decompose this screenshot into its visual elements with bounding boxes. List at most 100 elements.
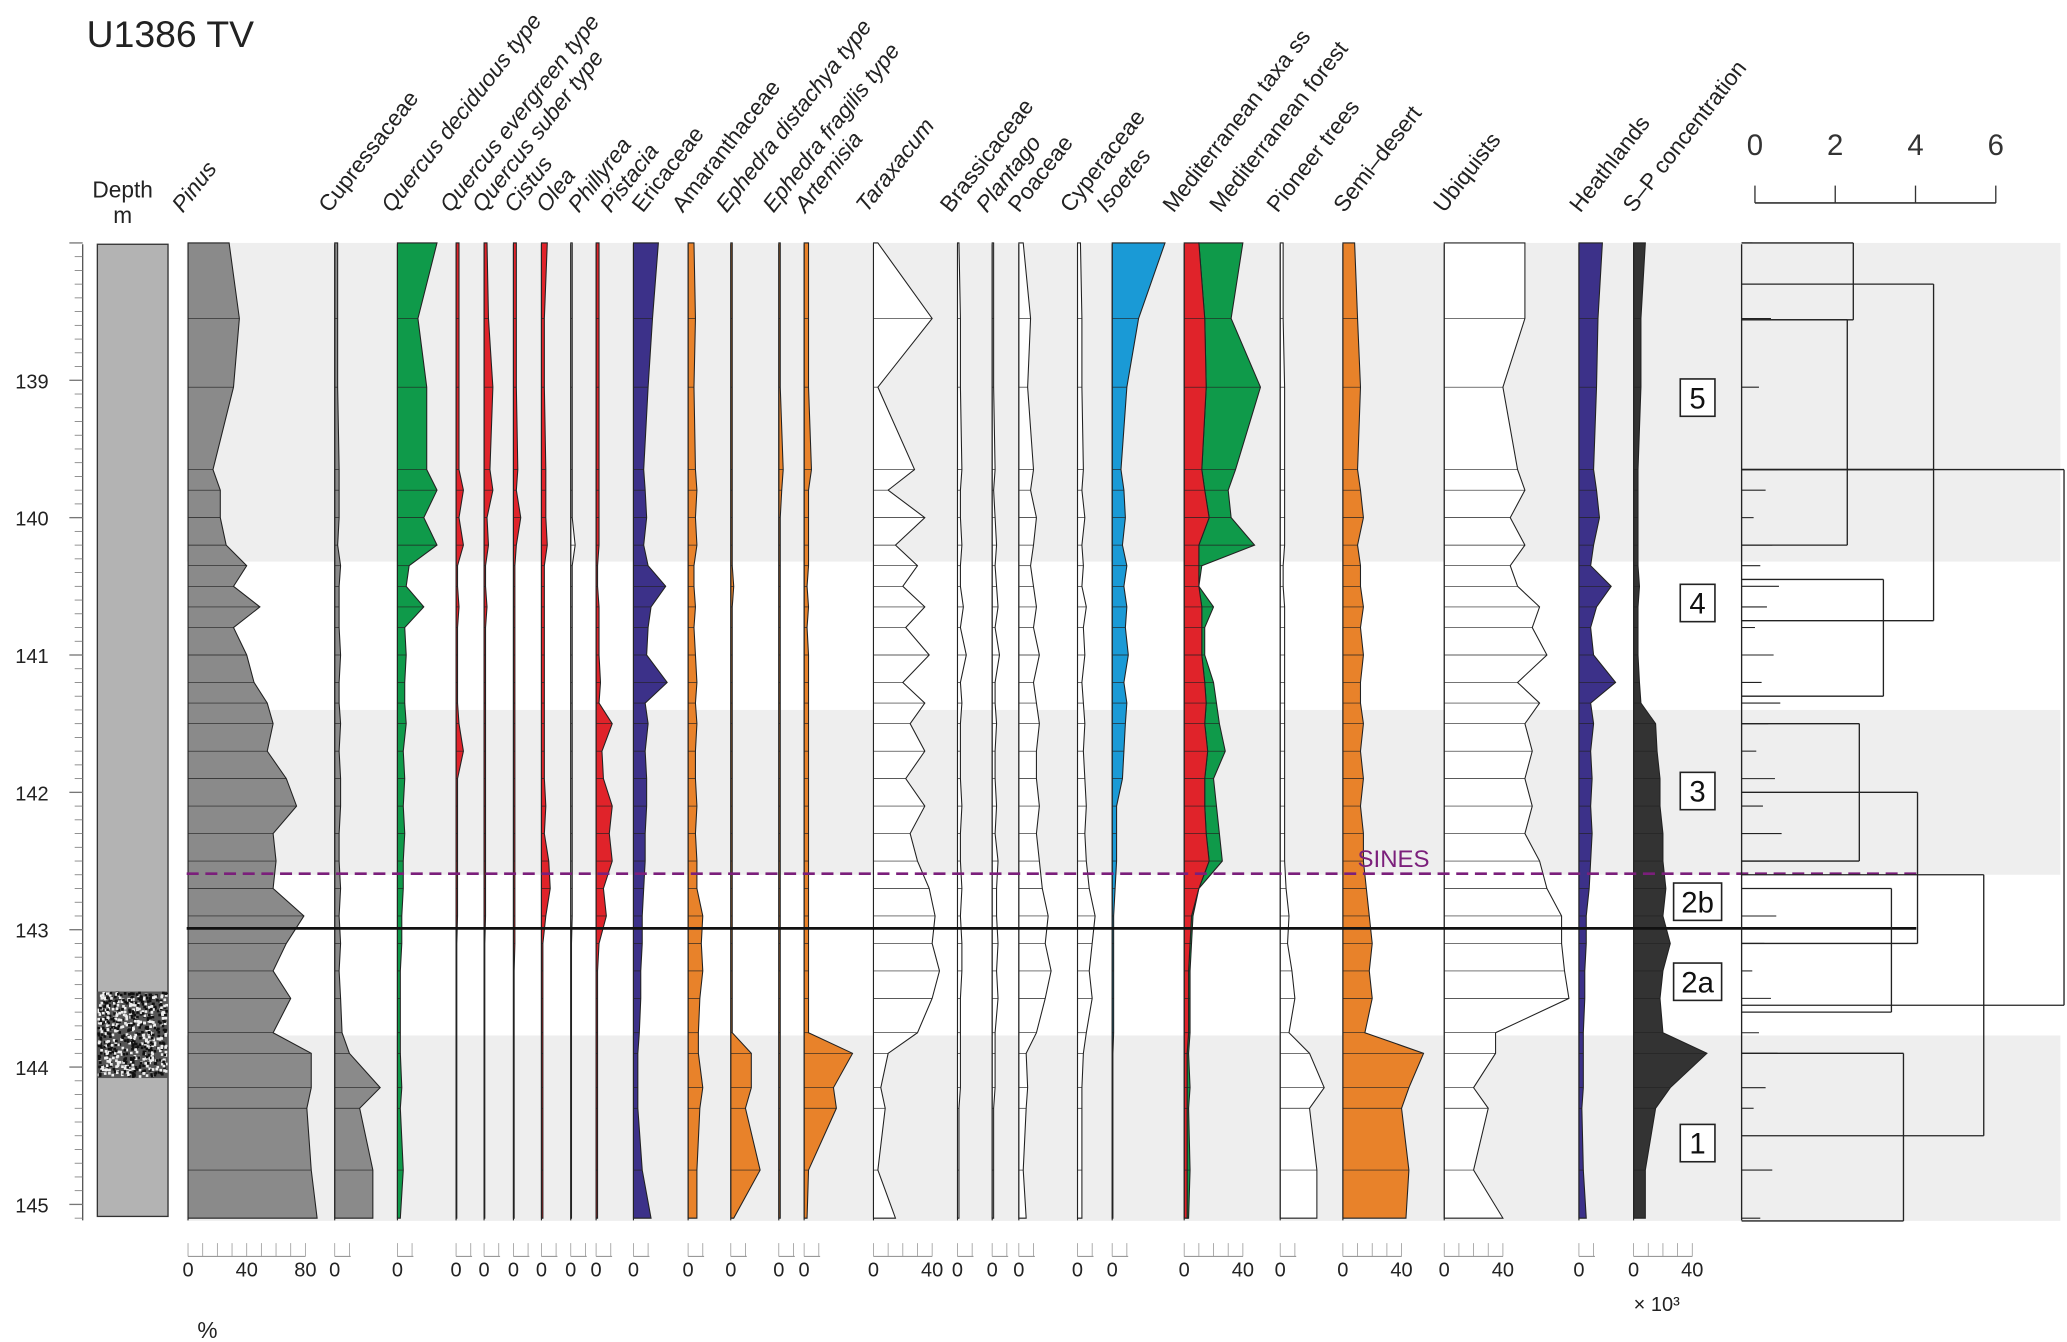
sand-speckle bbox=[128, 1041, 132, 1045]
sand-speckle bbox=[136, 1015, 139, 1019]
sand-speckle bbox=[151, 1058, 155, 1062]
sand-speckle bbox=[104, 992, 108, 996]
sand-speckle bbox=[97, 1010, 101, 1014]
sand-speckle bbox=[109, 1035, 112, 1038]
sand-speckle bbox=[141, 1030, 144, 1034]
sand-speckle bbox=[138, 1023, 142, 1027]
sand-speckle bbox=[133, 1069, 137, 1073]
sand-speckle bbox=[159, 1041, 162, 1045]
sand-speckle bbox=[114, 1025, 118, 1028]
sand-speckle bbox=[160, 994, 164, 998]
sand-speckle bbox=[120, 1053, 124, 1056]
sand-speckle bbox=[113, 1047, 117, 1051]
zone-label: 4 bbox=[1689, 588, 1705, 621]
sand-speckle bbox=[100, 1001, 104, 1005]
sand-speckle bbox=[163, 1006, 167, 1010]
sand-speckle bbox=[151, 1052, 154, 1056]
x-tick-label: 0 bbox=[1179, 1259, 1190, 1281]
sand-speckle bbox=[107, 1011, 110, 1015]
sand-speckle bbox=[120, 1038, 123, 1041]
sand-speckle bbox=[145, 1074, 149, 1077]
sand-speckle bbox=[106, 1028, 110, 1031]
sand-speckle bbox=[139, 1020, 143, 1024]
sand-speckle bbox=[150, 1051, 154, 1055]
sand-speckle bbox=[141, 1070, 144, 1073]
depth-tick-label: 143 bbox=[15, 921, 48, 943]
sand-speckle bbox=[111, 1033, 115, 1037]
sand-speckle bbox=[156, 1009, 160, 1013]
sand-speckle bbox=[119, 1025, 123, 1029]
x-tick-label: 40 bbox=[236, 1259, 258, 1281]
sand-speckle bbox=[150, 1074, 154, 1078]
x-tick-label: 0 bbox=[508, 1259, 519, 1281]
x-tick-label: 0 bbox=[868, 1259, 879, 1281]
sand-speckle bbox=[100, 1048, 103, 1052]
x-tick-label: 0 bbox=[182, 1259, 193, 1281]
sand-speckle bbox=[131, 1039, 134, 1043]
sand-speckle bbox=[113, 1052, 117, 1055]
sand-speckle bbox=[123, 1067, 127, 1070]
sand-speckle bbox=[164, 1046, 168, 1049]
lithology bbox=[96, 243, 169, 1218]
sand-speckle bbox=[150, 1020, 154, 1024]
sand-speckle bbox=[159, 1068, 163, 1072]
taxon-label: Taraxacum bbox=[850, 113, 939, 217]
sand-speckle bbox=[98, 1061, 102, 1064]
sand-speckle bbox=[134, 1048, 137, 1051]
x-tick-label: 0 bbox=[952, 1259, 963, 1281]
sand-speckle bbox=[144, 1057, 148, 1060]
sand-speckle bbox=[146, 1016, 150, 1020]
sand-speckle bbox=[163, 1063, 166, 1066]
sand-speckle bbox=[151, 1033, 155, 1037]
zone-label: 2b bbox=[1681, 886, 1714, 919]
sand-speckle bbox=[144, 1062, 148, 1065]
sand-speckle bbox=[110, 1044, 114, 1047]
x-tick-label: 40 bbox=[1232, 1259, 1254, 1281]
sand-speckle bbox=[115, 1059, 118, 1063]
sand-speckle bbox=[101, 1033, 104, 1036]
sand-speckle bbox=[117, 1018, 121, 1022]
concentration-unit-label: × 10³ bbox=[1634, 1294, 1680, 1316]
sand-speckle bbox=[98, 1013, 102, 1016]
sand-speckle bbox=[162, 1058, 166, 1062]
sand-speckle bbox=[116, 1003, 120, 1007]
sand-speckle bbox=[128, 1012, 132, 1016]
sand-speckle bbox=[160, 1062, 164, 1066]
sand-speckle bbox=[142, 1036, 146, 1040]
x-tick-label: 0 bbox=[799, 1259, 810, 1281]
sand-speckle bbox=[165, 1009, 168, 1013]
sand-speckle bbox=[128, 1023, 131, 1027]
sand-speckle bbox=[131, 1047, 134, 1051]
sand-speckle bbox=[159, 1001, 163, 1005]
sand-speckle bbox=[123, 1059, 126, 1063]
sand-speckle bbox=[144, 1041, 147, 1045]
sand-speckle bbox=[163, 998, 167, 1002]
sand-speckle bbox=[115, 1007, 119, 1010]
sand-speckle bbox=[131, 1063, 135, 1067]
sand-speckle bbox=[163, 1066, 166, 1070]
sand-speckle bbox=[112, 1019, 116, 1023]
sand-speckle bbox=[142, 1051, 146, 1054]
sand-speckle bbox=[133, 1017, 136, 1021]
sand-speckle bbox=[104, 1056, 107, 1060]
sand-speckle bbox=[121, 1025, 125, 1029]
sand-speckle bbox=[131, 1043, 135, 1046]
x-tick-label: 40 bbox=[1681, 1259, 1703, 1281]
sand-speckle bbox=[158, 1037, 162, 1041]
sand-speckle bbox=[159, 1007, 163, 1011]
zone-label: 1 bbox=[1689, 1128, 1705, 1161]
sand-speckle bbox=[150, 1011, 154, 1014]
sand-speckle bbox=[145, 1055, 149, 1059]
x-tick-label: 0 bbox=[392, 1259, 403, 1281]
x-tick-label: 80 bbox=[294, 1259, 316, 1281]
sand-speckle bbox=[137, 1056, 141, 1059]
sand-speckle bbox=[138, 1075, 142, 1078]
sand-speckle bbox=[105, 1064, 109, 1068]
sand-speckle bbox=[144, 1002, 148, 1006]
sand-speckle bbox=[164, 1016, 168, 1020]
sand-speckle bbox=[118, 996, 122, 1000]
sand-speckle bbox=[116, 1027, 119, 1031]
sand-speckle bbox=[146, 1027, 149, 1031]
sand-speckle bbox=[113, 1005, 117, 1009]
